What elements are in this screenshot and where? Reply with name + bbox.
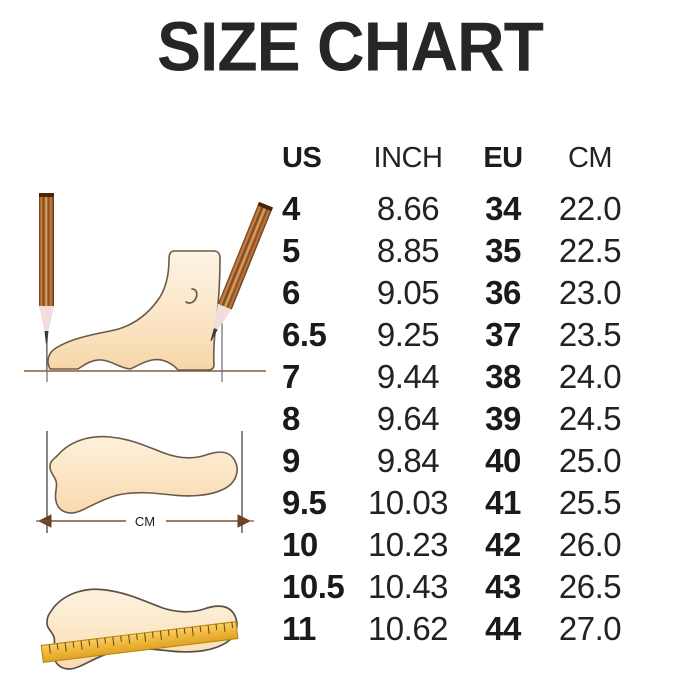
cell-eu: 44 xyxy=(485,610,521,647)
cell-inch: 8.85 xyxy=(376,232,440,269)
cell-eu: 35 xyxy=(485,232,521,269)
cell-cm: 26.5 xyxy=(558,568,622,605)
cell-eu: 34 xyxy=(485,190,521,227)
table-row: 8 9.64 39 24.5 xyxy=(278,398,690,440)
cell-cm: 25.0 xyxy=(558,442,622,479)
page-title: SIZE CHART xyxy=(157,6,544,86)
cell-us: 9 xyxy=(282,442,300,479)
size-table: US INCH EU CM 4 8.66 34 22.0 5 8.85 35 2… xyxy=(278,142,690,650)
table-row: 5 8.85 35 22.5 xyxy=(278,230,690,272)
footprint-dimension-illustration: CM xyxy=(14,413,274,553)
cell-us: 10 xyxy=(282,526,318,563)
cell-eu: 42 xyxy=(485,526,521,563)
column-header-eu: EU xyxy=(483,142,523,174)
cell-inch: 8.66 xyxy=(376,190,440,227)
cell-cm: 24.0 xyxy=(558,358,622,395)
cell-inch: 9.25 xyxy=(376,316,440,353)
cell-cm: 25.5 xyxy=(558,484,622,521)
dimension-label: CM xyxy=(135,514,155,529)
cell-us: 11 xyxy=(282,610,316,647)
table-row: 6 9.05 36 23.0 xyxy=(278,272,690,314)
table-row: 9 9.84 40 25.0 xyxy=(278,440,690,482)
cell-inch: 9.05 xyxy=(376,274,440,311)
cell-eu: 40 xyxy=(485,442,521,479)
foot-side-view-illustration xyxy=(14,185,274,390)
table-header-row: US INCH EU CM xyxy=(278,142,690,188)
table-row: 10 10.23 42 26.0 xyxy=(278,524,690,566)
pencil-right-icon xyxy=(210,201,273,342)
table-row: 4 8.66 34 22.0 xyxy=(278,188,690,230)
table-row: 10.5 10.43 43 26.5 xyxy=(278,566,690,608)
cell-cm: 24.5 xyxy=(558,400,622,437)
cell-us: 10.5 xyxy=(282,568,345,605)
cell-eu: 38 xyxy=(485,358,521,395)
foot-silhouette xyxy=(47,250,221,371)
cell-cm: 27.0 xyxy=(558,610,622,647)
column-header-cm: CM xyxy=(567,142,613,174)
cell-inch: 9.84 xyxy=(376,442,440,479)
cell-inch: 10.43 xyxy=(367,568,449,605)
cell-cm: 22.0 xyxy=(558,190,622,227)
cell-us: 6 xyxy=(282,274,300,311)
footprint-silhouette xyxy=(49,435,238,514)
cell-inch: 10.03 xyxy=(367,484,449,521)
cell-us: 9.5 xyxy=(282,484,327,521)
cell-eu: 39 xyxy=(485,400,521,437)
cell-inch: 10.62 xyxy=(367,610,449,647)
cell-cm: 22.5 xyxy=(558,232,622,269)
cell-inch: 9.64 xyxy=(376,400,440,437)
column-header-us: US xyxy=(282,142,322,174)
cell-eu: 37 xyxy=(485,316,521,353)
illustrations-panel: CM xyxy=(14,185,274,690)
measuring-tape-icon xyxy=(40,621,239,664)
table-row: 11 10.62 44 27.0 xyxy=(278,608,690,650)
footprint-tape-illustration xyxy=(14,573,274,688)
cell-eu: 43 xyxy=(485,568,521,605)
cell-cm: 26.0 xyxy=(558,526,622,563)
cell-us: 6.5 xyxy=(282,316,327,353)
cell-us: 8 xyxy=(282,400,300,437)
cell-inch: 10.23 xyxy=(367,526,449,563)
table-row: 9.5 10.03 41 25.5 xyxy=(278,482,690,524)
cell-cm: 23.5 xyxy=(558,316,622,353)
cell-us: 4 xyxy=(282,190,300,227)
pencil-left-icon xyxy=(39,193,54,371)
cell-cm: 23.0 xyxy=(558,274,622,311)
table-row: 6.5 9.25 37 23.5 xyxy=(278,314,690,356)
table-row: 7 9.44 38 24.0 xyxy=(278,356,690,398)
cell-inch: 9.44 xyxy=(376,358,440,395)
column-header-inch: INCH xyxy=(373,142,443,174)
ankle-detail-mark xyxy=(185,288,198,304)
cell-eu: 41 xyxy=(485,484,521,521)
cell-eu: 36 xyxy=(485,274,521,311)
cell-us: 5 xyxy=(282,232,300,269)
cell-us: 7 xyxy=(282,358,300,395)
